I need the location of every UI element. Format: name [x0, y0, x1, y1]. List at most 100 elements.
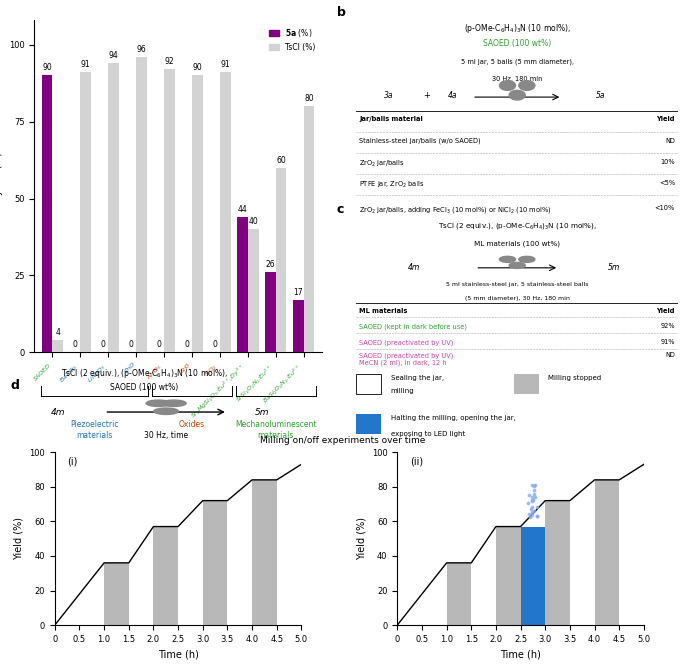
Text: 5a: 5a: [596, 90, 606, 100]
Point: [529, 485, 540, 495]
Text: 44: 44: [238, 205, 247, 214]
Point: [530, 479, 540, 490]
Bar: [595, 480, 619, 625]
Bar: [80, 72, 91, 352]
Point: [523, 508, 534, 519]
Text: 92%: 92%: [660, 323, 675, 329]
Text: Mechanoluminescent
materials: Mechanoluminescent materials: [235, 420, 316, 440]
Text: (i): (i): [67, 456, 77, 466]
Text: Sealing the jar,: Sealing the jar,: [391, 375, 444, 381]
Y-axis label: Yield (%): Yield (%): [14, 517, 24, 560]
Circle shape: [519, 256, 535, 263]
Text: Halting the milling, opening the jar,: Halting the milling, opening the jar,: [391, 415, 516, 421]
Text: b: b: [337, 6, 346, 19]
Point: [527, 495, 538, 505]
Bar: [248, 229, 258, 352]
Point: [528, 481, 539, 492]
Bar: [276, 168, 286, 352]
Text: SAOED (preactivated by UV): SAOED (preactivated by UV): [360, 339, 453, 346]
Point: [527, 491, 538, 502]
Text: SAOED (preactivated by UV)
MeCN (2 ml), in dark, 12 h: SAOED (preactivated by UV) MeCN (2 ml), …: [360, 352, 453, 366]
Text: 40: 40: [249, 217, 258, 226]
Bar: [252, 480, 277, 625]
Text: 5m: 5m: [608, 263, 620, 272]
Bar: [514, 374, 539, 394]
Text: 0: 0: [73, 340, 77, 349]
Bar: [108, 63, 119, 352]
Text: 90: 90: [192, 63, 202, 72]
Text: Piezoelectric
materials: Piezoelectric materials: [70, 420, 119, 440]
Point: [532, 510, 543, 521]
Text: (5 mm diameter), 30 Hz, 180 min: (5 mm diameter), 30 Hz, 180 min: [464, 296, 570, 301]
Circle shape: [146, 400, 171, 406]
Text: 4: 4: [55, 328, 60, 337]
Text: 60: 60: [276, 156, 286, 165]
Text: milling: milling: [391, 388, 414, 394]
Text: (ii): (ii): [410, 456, 423, 466]
Point: [526, 495, 537, 506]
Bar: [356, 414, 382, 434]
Text: 30 Hz, 180 min: 30 Hz, 180 min: [492, 76, 543, 82]
Text: ZrO$_2$ jar/balls: ZrO$_2$ jar/balls: [360, 159, 405, 169]
Text: PTFE jar, ZrO$_2$ balls: PTFE jar, ZrO$_2$ balls: [360, 180, 425, 190]
Text: 91: 91: [81, 61, 90, 69]
Bar: [42, 75, 53, 352]
Text: 91%: 91%: [660, 339, 675, 345]
Text: Milling stopped: Milling stopped: [549, 375, 601, 381]
Circle shape: [499, 80, 516, 90]
Text: +: +: [423, 90, 430, 100]
Bar: [521, 527, 545, 625]
X-axis label: Time (h): Time (h): [500, 650, 541, 660]
Point: [526, 509, 537, 520]
Circle shape: [153, 408, 178, 414]
Point: [527, 507, 538, 517]
Bar: [496, 527, 521, 625]
Text: 5 ml stainless-steel jar, 5 stainless-steel balls: 5 ml stainless-steel jar, 5 stainless-st…: [446, 283, 588, 287]
Point: [528, 489, 539, 499]
Text: <5%: <5%: [659, 180, 675, 186]
Text: 80: 80: [304, 94, 314, 103]
Point: [531, 502, 542, 513]
Text: 17: 17: [294, 288, 303, 297]
Y-axis label: Yield (%): Yield (%): [356, 517, 366, 560]
Text: 30 Hz, time: 30 Hz, time: [144, 432, 188, 440]
Text: ML materials (100 wt%): ML materials (100 wt%): [474, 240, 560, 247]
Point: [531, 511, 542, 521]
Bar: [153, 527, 178, 625]
Bar: [237, 217, 248, 352]
Bar: [356, 374, 382, 394]
Legend: $\mathbf{5a}$ (%), TsCl (%): $\mathbf{5a}$ (%), TsCl (%): [266, 24, 318, 55]
Circle shape: [509, 90, 525, 100]
Text: 4m: 4m: [408, 263, 421, 272]
Text: d: d: [10, 379, 19, 392]
Text: 96: 96: [136, 45, 147, 54]
Text: 92: 92: [164, 57, 174, 66]
Bar: [303, 106, 314, 352]
Text: 0: 0: [184, 340, 189, 349]
Text: Oxides: Oxides: [179, 420, 205, 429]
Text: 0: 0: [156, 340, 161, 349]
Text: 26: 26: [266, 260, 275, 269]
Bar: [293, 300, 303, 352]
Point: [529, 505, 540, 516]
Text: 91: 91: [221, 61, 230, 69]
Bar: [164, 69, 175, 352]
Text: SAOED (kept in dark before use): SAOED (kept in dark before use): [360, 323, 467, 330]
Text: 0: 0: [129, 340, 134, 349]
Text: ZrO$_2$ jar/balls, adding FeCl$_3$ (10 mol%) or NiCl$_2$ (10 mol%): ZrO$_2$ jar/balls, adding FeCl$_3$ (10 m…: [360, 205, 552, 215]
Point: [526, 479, 537, 490]
Text: 5m: 5m: [254, 408, 269, 416]
Circle shape: [162, 400, 186, 406]
Text: 10%: 10%: [660, 159, 675, 165]
Bar: [192, 75, 203, 352]
Bar: [104, 563, 129, 625]
Text: 90: 90: [42, 63, 52, 72]
Text: ML materials: ML materials: [360, 308, 408, 314]
Point: [523, 497, 534, 508]
Text: Stainless-steel jar/balls (w/o SAOED): Stainless-steel jar/balls (w/o SAOED): [360, 138, 481, 144]
X-axis label: Time (h): Time (h): [158, 650, 199, 660]
Text: 0: 0: [212, 340, 217, 349]
Circle shape: [509, 263, 525, 269]
Bar: [447, 563, 471, 625]
Text: 0: 0: [101, 340, 105, 349]
